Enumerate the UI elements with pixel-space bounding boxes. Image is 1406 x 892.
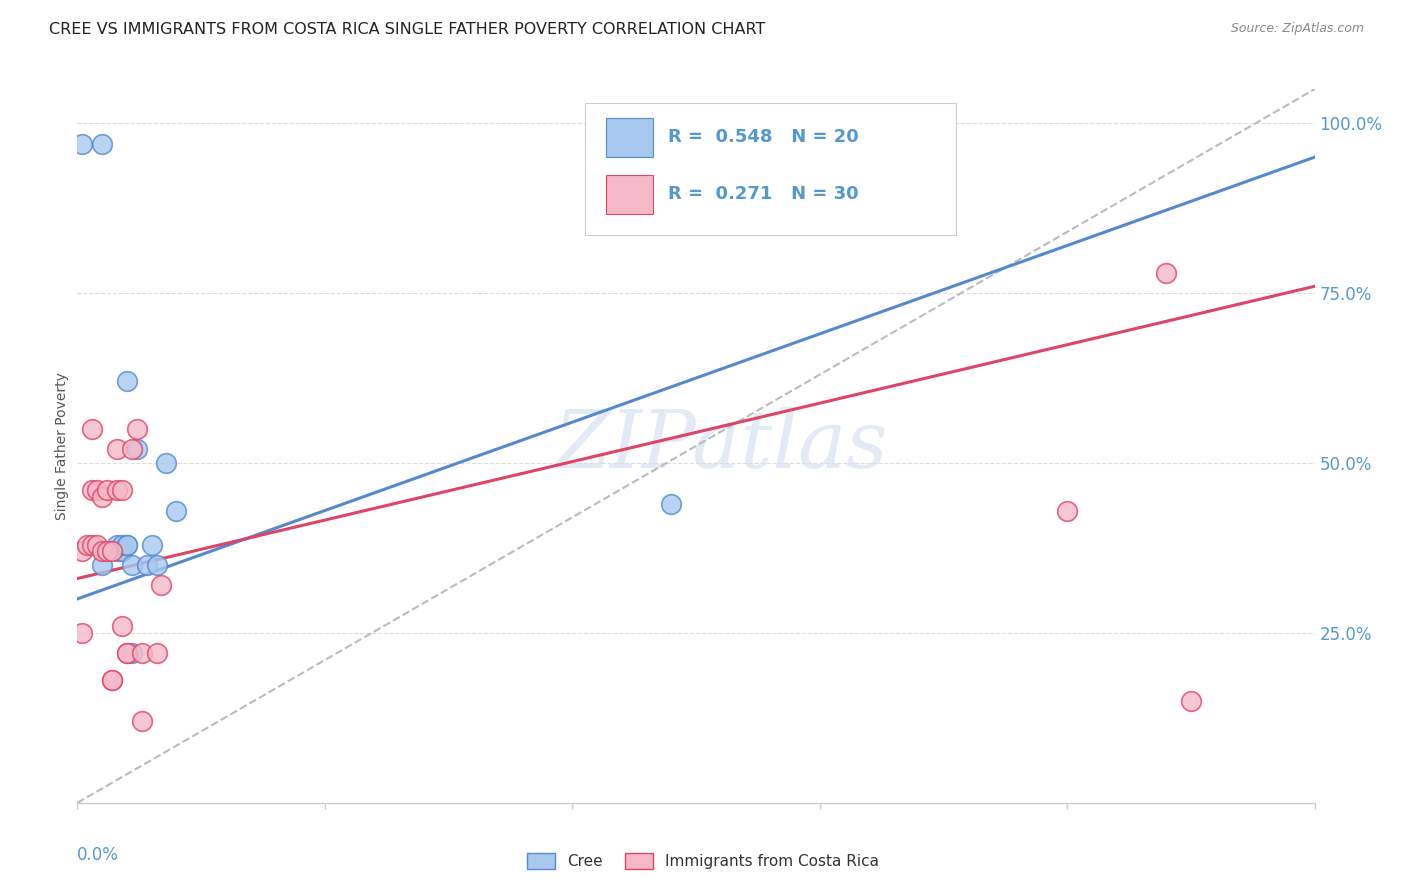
Point — [82, 537, 104, 551]
Point — [91, 490, 114, 504]
Point — [72, 136, 94, 151]
Text: R =  0.271   N = 30: R = 0.271 N = 30 — [668, 186, 858, 203]
Point — [101, 673, 124, 688]
Point — [135, 558, 157, 572]
Legend: Cree, Immigrants from Costa Rica: Cree, Immigrants from Costa Rica — [520, 847, 886, 875]
Point — [105, 442, 128, 457]
Point — [111, 483, 134, 498]
Y-axis label: Single Father Poverty: Single Father Poverty — [55, 372, 69, 520]
Point — [131, 714, 153, 729]
Point — [150, 578, 173, 592]
Point — [96, 483, 118, 498]
Point — [82, 422, 104, 436]
Point — [72, 626, 94, 640]
FancyBboxPatch shape — [585, 103, 956, 235]
Point — [121, 646, 143, 660]
Point — [121, 558, 143, 572]
Point — [105, 483, 128, 498]
Point — [115, 537, 138, 551]
Point — [101, 544, 124, 558]
Point — [111, 544, 134, 558]
Point — [91, 136, 114, 151]
Point — [72, 544, 94, 558]
Point — [105, 537, 128, 551]
Bar — [606, 118, 652, 157]
Point — [145, 646, 167, 660]
Point — [115, 375, 138, 389]
Point — [121, 442, 143, 457]
Point — [111, 619, 134, 633]
Text: Source: ZipAtlas.com: Source: ZipAtlas.com — [1230, 22, 1364, 36]
Point — [76, 537, 98, 551]
Point — [111, 544, 134, 558]
Point — [91, 558, 114, 572]
Point — [1056, 503, 1078, 517]
Point — [111, 537, 134, 551]
Point — [131, 646, 153, 660]
Text: ZIPatlas: ZIPatlas — [554, 408, 887, 484]
Point — [125, 442, 148, 457]
Point — [659, 497, 682, 511]
Point — [101, 673, 124, 688]
Point — [1154, 266, 1177, 280]
Point — [86, 537, 108, 551]
Point — [1180, 694, 1202, 708]
Point — [115, 646, 138, 660]
Point — [96, 544, 118, 558]
Point — [141, 537, 163, 551]
Point — [155, 456, 177, 470]
Point — [86, 483, 108, 498]
Text: CREE VS IMMIGRANTS FROM COSTA RICA SINGLE FATHER POVERTY CORRELATION CHART: CREE VS IMMIGRANTS FROM COSTA RICA SINGL… — [49, 22, 766, 37]
Text: R =  0.548   N = 20: R = 0.548 N = 20 — [668, 128, 858, 146]
Point — [125, 422, 148, 436]
Bar — [606, 175, 652, 214]
Point — [115, 537, 138, 551]
Point — [165, 503, 187, 517]
Point — [115, 646, 138, 660]
Point — [82, 483, 104, 498]
Point — [145, 558, 167, 572]
Point — [105, 544, 128, 558]
Text: 0.0%: 0.0% — [77, 846, 120, 863]
Point — [91, 544, 114, 558]
